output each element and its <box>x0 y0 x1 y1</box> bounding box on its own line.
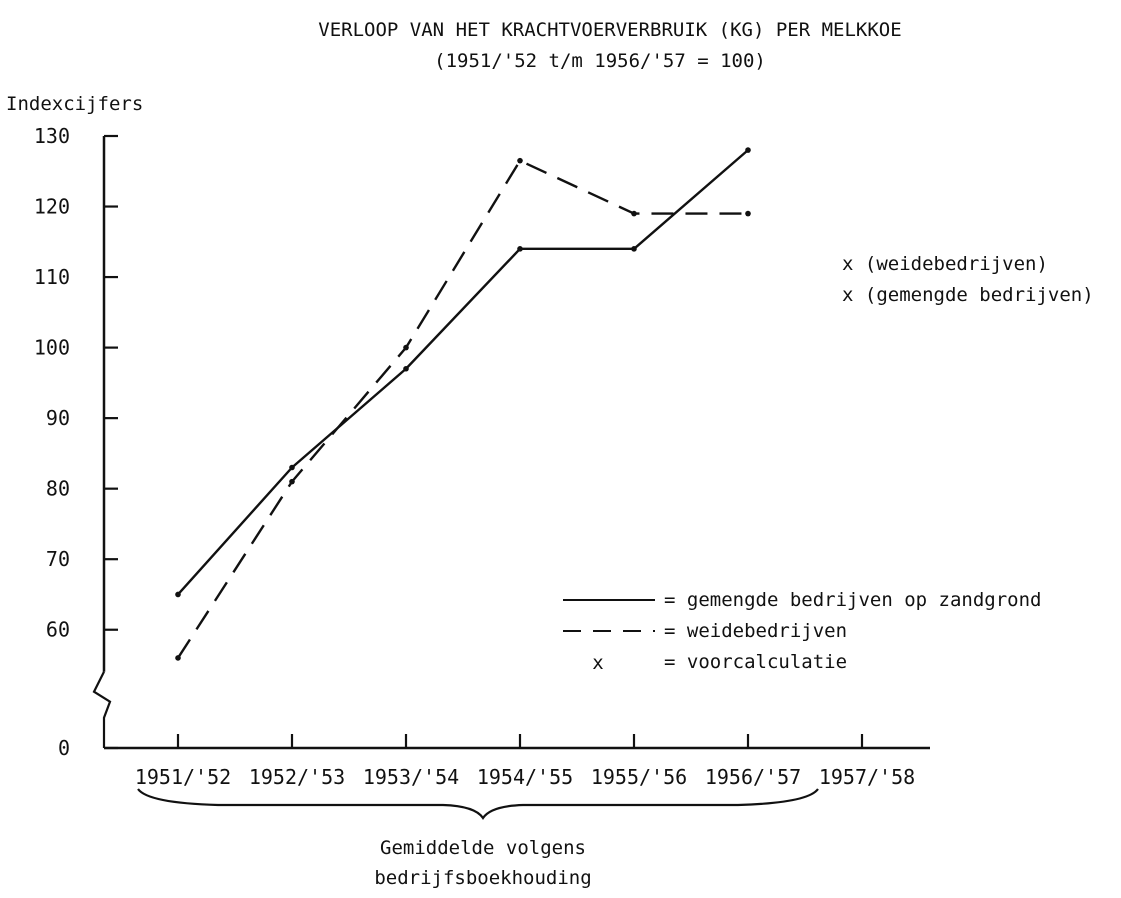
data-point-weide <box>631 210 637 217</box>
chart-subtitle: (1951/'52 t/m 1956/'57 = 100) <box>434 50 766 72</box>
brace-label-0: Gemiddelde volgens <box>380 837 586 859</box>
data-point-gemengd <box>631 246 637 252</box>
y-tick-label: 120 <box>34 195 70 219</box>
data-point-weide <box>745 210 751 217</box>
x-tick-label: 1957/'58 <box>819 765 915 789</box>
x-tick-label: 1956/'57 <box>705 765 801 789</box>
y-tick-label: 90 <box>46 406 70 430</box>
legend-label-0: = gemengde bedrijven op zandgrond <box>664 589 1042 611</box>
y-tick-label: 60 <box>46 618 70 642</box>
data-point-gemengd <box>745 147 751 153</box>
data-point-gemengd <box>175 591 181 598</box>
data-point-gemengd <box>289 464 295 471</box>
brace-path <box>137 788 819 820</box>
axes <box>92 136 930 750</box>
y-axis-label: Indexcijfers <box>6 93 143 115</box>
x-ticks: 1951/'52 1952/'53 1953/'54 1954/'55 1955/'56… <box>135 734 915 789</box>
annotation-1: x (gemengde bedrijven) <box>842 284 1094 306</box>
y-tick-label: 70 <box>46 547 70 571</box>
series-line-gemengd <box>177 149 749 596</box>
x-tick-label: 1952/'53 <box>249 765 345 789</box>
series-line-weide <box>176 159 748 659</box>
y-ticks: 130 120 110 100 90 80 70 60 0 <box>34 124 118 760</box>
y-tick-label: 110 <box>34 265 70 289</box>
chart-title: VERLOOP VAN HET KRACHTVOERVERBRUIK (KG) … <box>318 19 901 41</box>
annotation-0: x (weidebedrijven) <box>842 253 1048 275</box>
data-point-weide <box>175 655 181 661</box>
x-tick-label: 1953/'54 <box>363 765 459 789</box>
annotations: x (weidebedrijven) x (gemengde bedrijven) <box>842 253 1094 306</box>
brace: Gemiddelde volgens bedrijfsboekhouding <box>137 788 819 889</box>
y-tick-label: 80 <box>46 477 70 501</box>
data-point-weide <box>403 344 409 351</box>
data-point-weide <box>517 157 523 164</box>
x-tick-label: 1951/'52 <box>135 765 231 789</box>
y-tick-label: 0 <box>58 736 70 760</box>
x-tick-label: 1954/'55 <box>477 765 573 789</box>
legend-label-2: = voorcalculatie <box>664 651 847 673</box>
x-tick-label: 1955/'56 <box>591 765 687 789</box>
data-point-gemengd <box>517 246 523 252</box>
legend: = gemengde bedrijven op zandgrond = weide… <box>563 589 1042 674</box>
brace-label-1: bedrijfsboekhouding <box>374 867 591 889</box>
legend-label-1: = weidebedrijven <box>664 620 847 642</box>
legend-symbol: x <box>592 652 603 674</box>
y-tick-label: 130 <box>34 124 70 148</box>
axis-break <box>92 671 112 748</box>
data-point-gemengd <box>403 365 409 372</box>
y-tick-label: 100 <box>34 336 70 360</box>
data-point-weide <box>289 478 295 485</box>
series-layer <box>175 147 751 661</box>
